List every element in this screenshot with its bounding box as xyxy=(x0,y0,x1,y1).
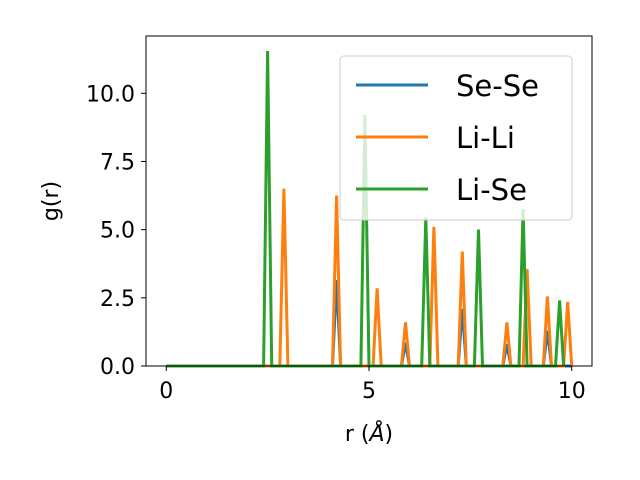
legend-label-se-se: Se-Se xyxy=(456,69,539,103)
y-tick-label: 0.0 xyxy=(100,355,135,380)
legend-label-li-se: Li-Se xyxy=(456,173,527,207)
x-tick-label: 5 xyxy=(362,379,376,404)
y-tick-label: 2.5 xyxy=(100,287,135,312)
x-axis-label: r (Å) xyxy=(345,420,393,447)
legend: Se-Se Li-Li Li-Se xyxy=(339,55,573,221)
y-axis-label: g(r) xyxy=(39,181,64,221)
y-tick-label: 7.5 xyxy=(100,150,135,175)
legend-label-li-li: Li-Li xyxy=(456,121,515,155)
y-tick-label: 10.0 xyxy=(86,82,135,107)
x-tick-label: 10 xyxy=(558,379,586,404)
x-axis: 0 5 10 xyxy=(159,366,586,404)
legend-box xyxy=(339,55,573,221)
x-tick-label: 0 xyxy=(159,379,173,404)
y-axis: 0.0 2.5 5.0 7.5 10.0 xyxy=(86,82,146,380)
y-tick-label: 5.0 xyxy=(100,219,135,244)
